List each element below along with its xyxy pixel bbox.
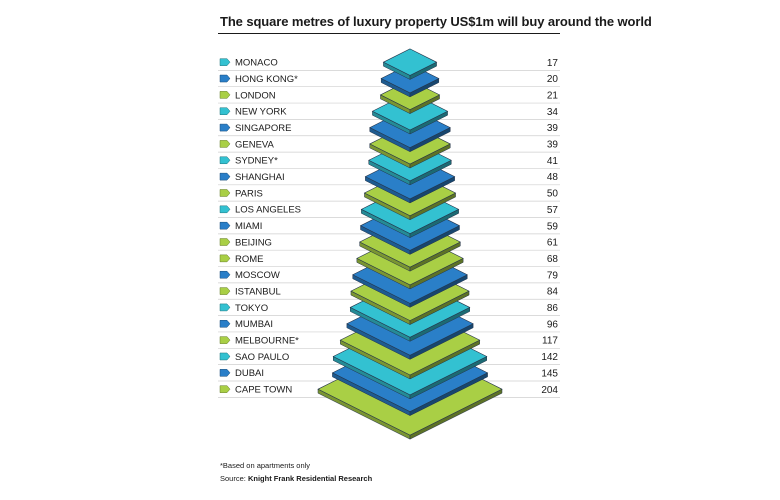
chart-title: The square metres of luxury property US$…	[220, 14, 652, 29]
source-label: Source:	[220, 474, 246, 483]
city-label: SYDNEY*	[235, 156, 278, 167]
row-swatch	[219, 287, 231, 295]
value-label: 84	[547, 287, 559, 298]
row-swatch	[219, 254, 231, 263]
city-label: SAO PAULO	[235, 352, 289, 363]
city-label: MOSCOW	[235, 270, 280, 281]
value-label: 17	[547, 58, 559, 69]
city-label: DUBAI	[235, 368, 264, 379]
row-swatch	[219, 74, 231, 83]
title-rule	[218, 33, 560, 34]
row-swatch	[219, 352, 231, 361]
source-name: Knight Frank Residential Research	[247, 474, 373, 483]
row-swatch	[219, 107, 231, 115]
row-swatch	[219, 91, 231, 99]
city-label: ISTANBUL	[235, 286, 281, 297]
row-swatch	[219, 320, 231, 328]
value-label: 48	[547, 172, 559, 183]
city-label: LONDON	[235, 90, 276, 101]
row-swatch	[219, 336, 231, 344]
value-label: 39	[547, 123, 559, 134]
city-label: MELBOURNE*	[235, 336, 299, 347]
footnote: *Based on apartments only	[220, 461, 311, 470]
city-label: MUMBAI	[235, 319, 273, 330]
city-label: GENEVA	[235, 139, 275, 150]
value-label: 21	[547, 90, 559, 101]
row-swatch	[219, 238, 231, 246]
city-label: SINGAPORE	[235, 123, 292, 134]
value-label: 57	[547, 205, 559, 216]
row-swatch	[219, 205, 231, 214]
value-label: 204	[541, 385, 558, 396]
tier-top-monaco	[382, 48, 438, 76]
row-swatch	[219, 140, 231, 148]
value-label: 117	[542, 336, 558, 347]
row-labels: MONACO 17 HONG KONG* 20 LONDON 21 NEW YORK 34 SI…	[219, 58, 559, 396]
value-label: 142	[541, 352, 558, 363]
city-label: TOKYO	[235, 303, 268, 314]
value-label: 79	[547, 270, 559, 281]
city-label: SHANGHAI	[235, 172, 285, 183]
value-label: 20	[547, 74, 559, 85]
row-swatch	[219, 172, 231, 181]
city-label: PARIS	[235, 188, 263, 199]
row-swatch	[219, 58, 231, 66]
city-label: BEIJING	[235, 237, 272, 248]
city-label: LOS ANGELES	[235, 205, 301, 216]
row-swatch	[219, 221, 231, 230]
pyramid-stack	[317, 48, 503, 440]
city-label: ROME	[235, 254, 264, 265]
row-swatch	[219, 369, 231, 377]
value-label: 41	[547, 156, 559, 167]
city-label: HONG KONG*	[235, 74, 298, 85]
value-label: 39	[547, 140, 559, 151]
value-label: 34	[547, 107, 559, 118]
row-swatch	[219, 303, 231, 312]
value-label: 59	[547, 221, 559, 232]
city-label: MONACO	[235, 58, 278, 69]
row-swatch	[219, 270, 231, 279]
value-label: 145	[541, 368, 558, 379]
city-label: NEW YORK	[235, 107, 287, 118]
row-swatch	[219, 385, 231, 393]
value-label: 96	[547, 319, 559, 330]
city-label: CAPE TOWN	[235, 385, 292, 396]
source-line: Source: Knight Frank Residential Researc…	[220, 474, 372, 483]
city-label: MIAMI	[235, 221, 262, 232]
value-label: 61	[547, 238, 559, 249]
row-swatch	[219, 189, 231, 197]
value-label: 50	[547, 189, 559, 200]
row-swatch	[219, 123, 231, 132]
row-swatch	[219, 156, 231, 165]
value-label: 86	[547, 303, 559, 314]
value-label: 68	[547, 254, 559, 265]
